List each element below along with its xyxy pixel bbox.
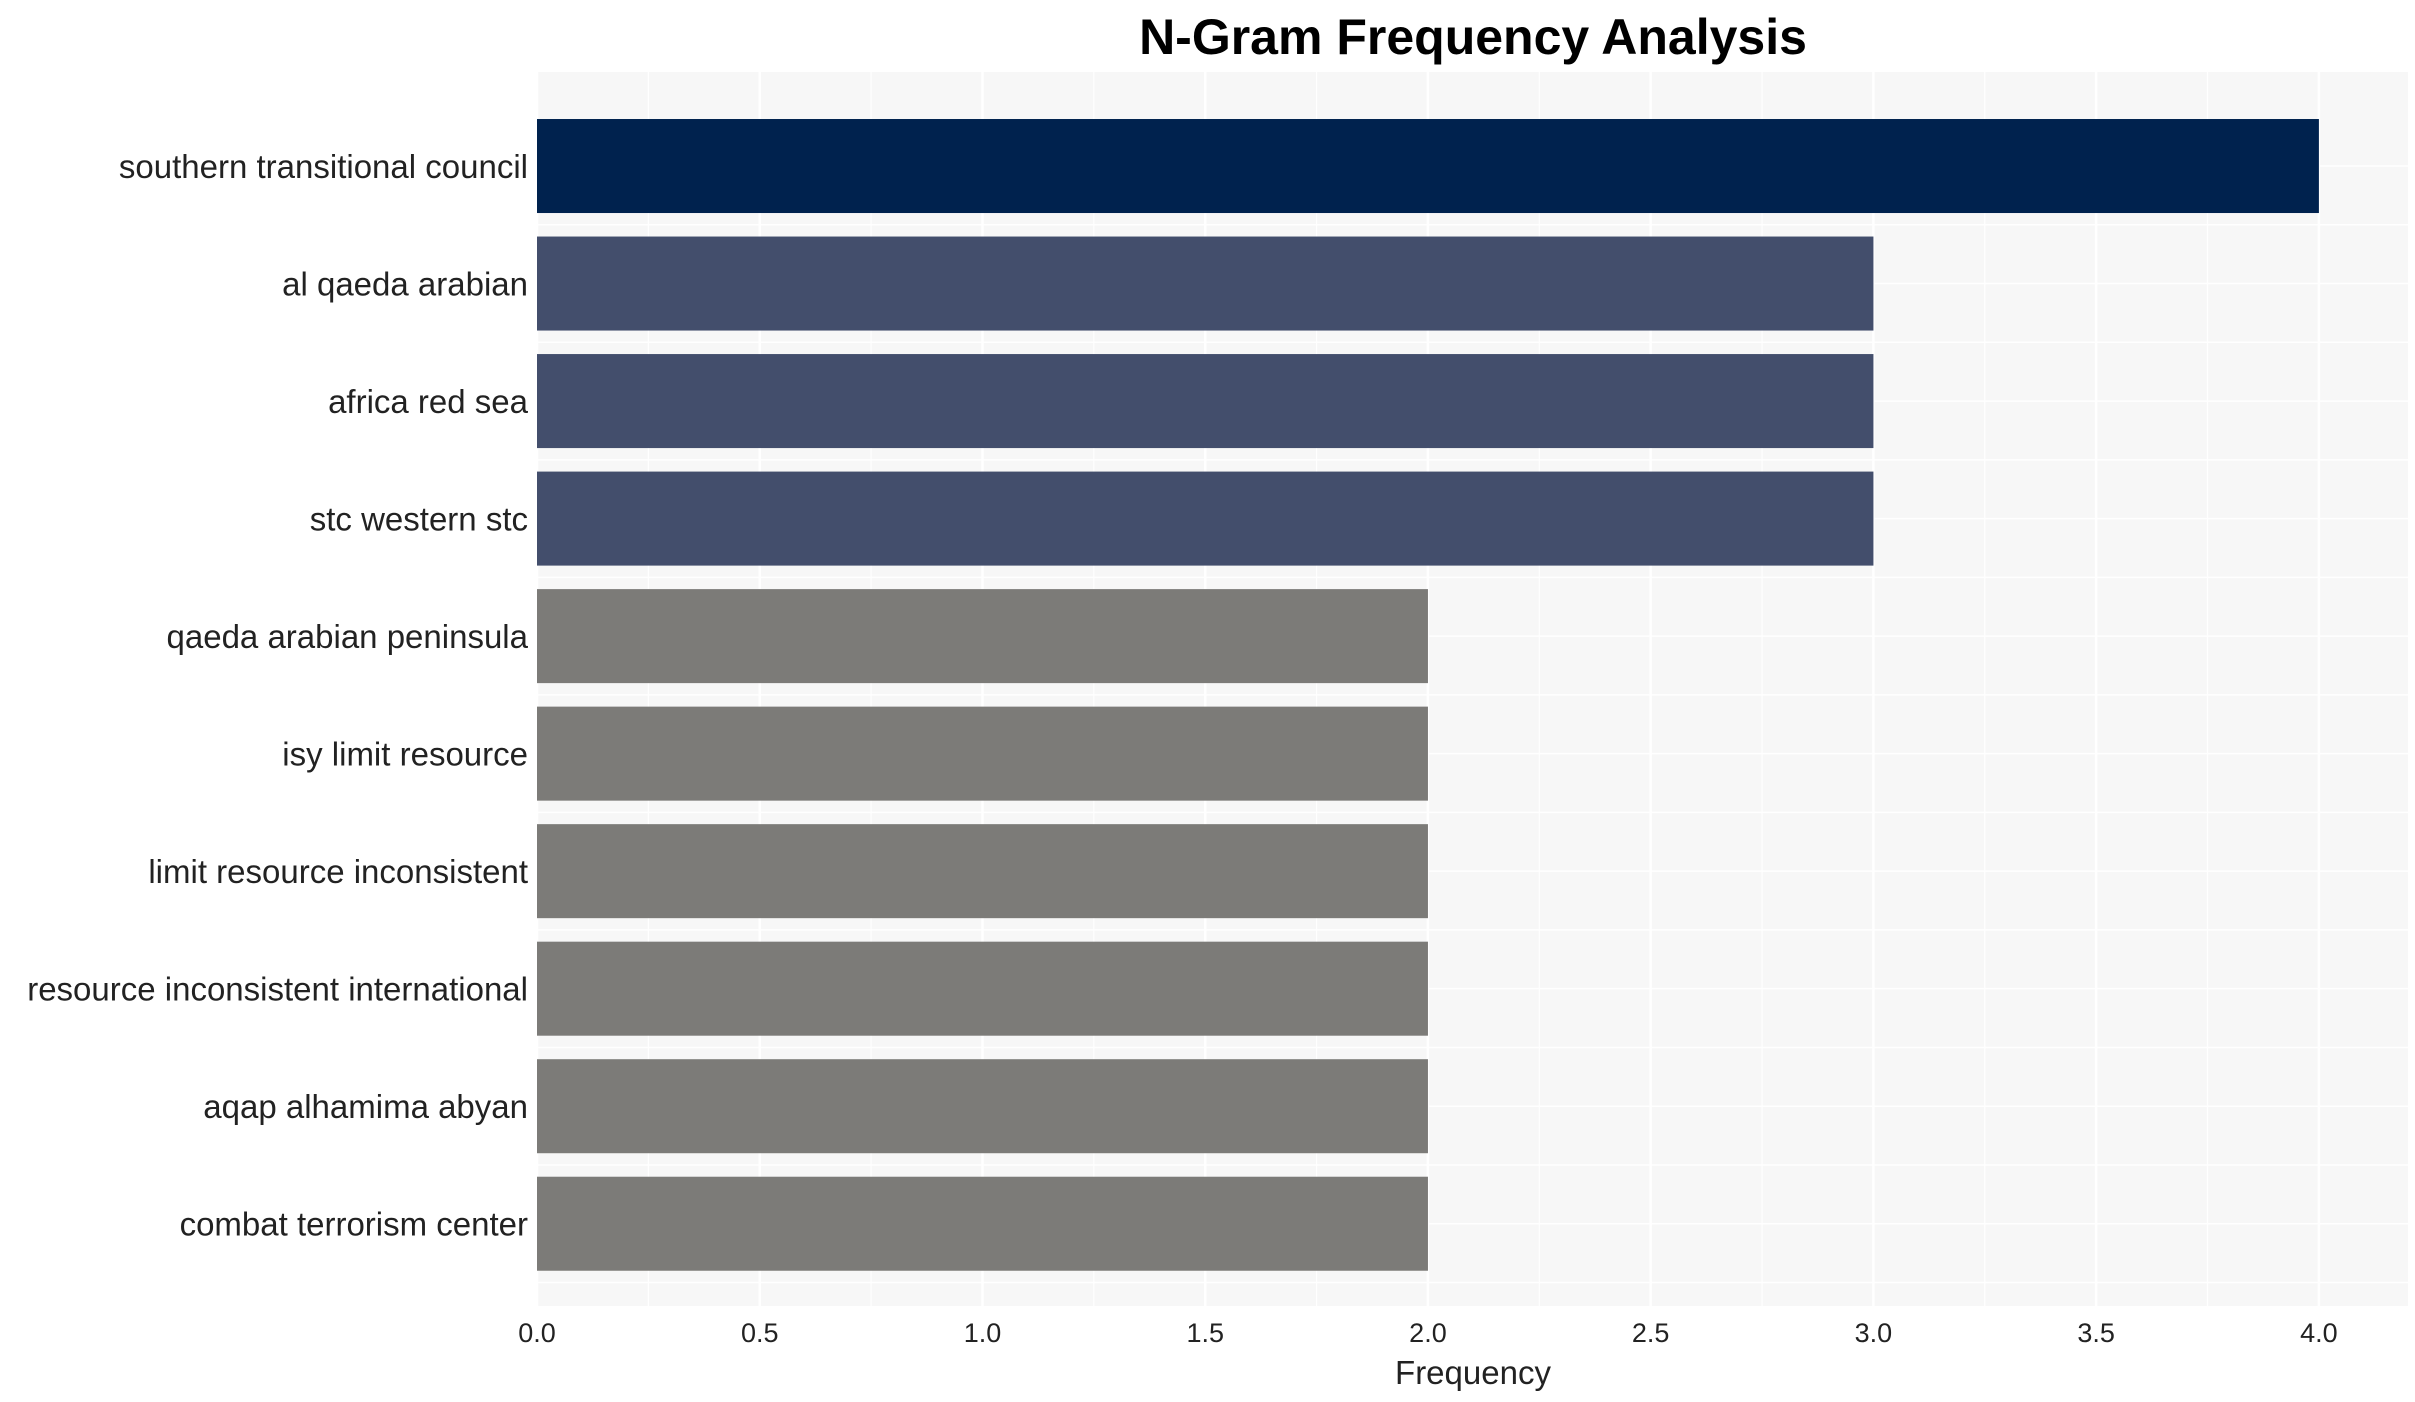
bar bbox=[537, 824, 1428, 919]
x-tick-label: 1.0 bbox=[964, 1318, 1002, 1348]
x-tick-label: 4.0 bbox=[2300, 1318, 2338, 1348]
x-tick-labels: 0.0 0.5 1.0 1.5 2.0 2.5 3.0 3.5 4.0 bbox=[518, 1318, 2337, 1348]
category-label: al qaeda arabian bbox=[282, 266, 528, 303]
bar bbox=[537, 706, 1428, 801]
x-tick-label: 3.5 bbox=[2077, 1318, 2115, 1348]
bar bbox=[537, 589, 1428, 684]
chart-title: N-Gram Frequency Analysis bbox=[1139, 9, 1807, 65]
category-label: aqap alhamima abyan bbox=[203, 1088, 528, 1125]
bar bbox=[537, 471, 1874, 566]
x-tick-label: 0.5 bbox=[741, 1318, 779, 1348]
bar bbox=[537, 941, 1428, 1036]
category-labels: southern transitional council al qaeda ar… bbox=[27, 148, 528, 1243]
category-label: resource inconsistent international bbox=[27, 971, 528, 1008]
category-label: qaeda arabian peninsula bbox=[167, 618, 529, 655]
bar bbox=[537, 1176, 1428, 1271]
x-tick-label: 0.0 bbox=[518, 1318, 556, 1348]
bar bbox=[537, 1059, 1428, 1154]
category-label: stc western stc bbox=[310, 501, 528, 538]
category-label: africa red sea bbox=[328, 383, 529, 420]
x-tick-label: 1.5 bbox=[1186, 1318, 1224, 1348]
x-tick-label: 2.0 bbox=[1409, 1318, 1447, 1348]
bar bbox=[537, 119, 2319, 214]
bar bbox=[537, 354, 1874, 449]
category-label: limit resource inconsistent bbox=[148, 853, 528, 890]
category-label: isy limit resource bbox=[282, 736, 528, 773]
bar bbox=[537, 236, 1874, 331]
x-tick-label: 3.0 bbox=[1855, 1318, 1893, 1348]
bars bbox=[537, 119, 2319, 1271]
category-label: southern transitional council bbox=[119, 148, 528, 185]
x-axis-label: Frequency bbox=[1395, 1354, 1551, 1391]
x-tick-label: 2.5 bbox=[1632, 1318, 1670, 1348]
category-label: combat terrorism center bbox=[180, 1206, 528, 1243]
